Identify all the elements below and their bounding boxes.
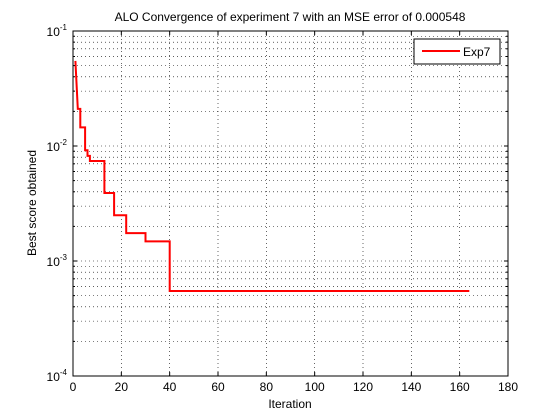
y-tick-label: 10-2 (47, 138, 68, 154)
x-axis-title: Iteration (268, 397, 311, 411)
y-tick-exponent: -2 (60, 138, 68, 147)
legend-label-exp7: Exp7 (463, 45, 491, 59)
legend: Exp7 (413, 38, 501, 65)
x-tick-label: 120 (353, 380, 373, 394)
y-tick-base: 10 (47, 370, 61, 384)
y-tick-exponent: -4 (60, 368, 68, 377)
chart-title: ALO Convergence of experiment 7 with an … (115, 10, 466, 24)
x-tick-label: 0 (70, 380, 77, 394)
y-tick-exponent: -3 (60, 253, 68, 262)
x-tick-label: 140 (401, 380, 421, 394)
x-tick-label: 60 (211, 380, 225, 394)
y-tick-base: 10 (47, 140, 61, 154)
y-axis-title: Best score obtained (25, 150, 39, 256)
y-tick-base: 10 (47, 25, 61, 39)
x-tick-label: 160 (450, 380, 470, 394)
y-tick-label: 10-4 (47, 368, 68, 384)
tick-marks (72, 30, 509, 377)
x-tick-label: 180 (498, 380, 518, 394)
x-tick-label: 20 (115, 380, 129, 394)
grid-lines (73, 31, 508, 376)
axes-box (72, 30, 509, 377)
x-tick-label: 100 (305, 380, 325, 394)
y-tick-labels: 10-410-310-210-1 (47, 23, 68, 384)
y-tick-label: 10-1 (47, 23, 68, 39)
x-tick-label: 80 (260, 380, 274, 394)
x-tick-label: 40 (163, 380, 177, 394)
y-tick-exponent: -1 (60, 23, 68, 32)
x-tick-labels: 0 20 40 60 80 100 120 140 160 180 (70, 380, 519, 394)
y-tick-base: 10 (47, 255, 61, 269)
series-layer (74, 60, 470, 292)
y-tick-label: 10-3 (47, 253, 68, 269)
series-line-exp7 (74, 60, 470, 292)
